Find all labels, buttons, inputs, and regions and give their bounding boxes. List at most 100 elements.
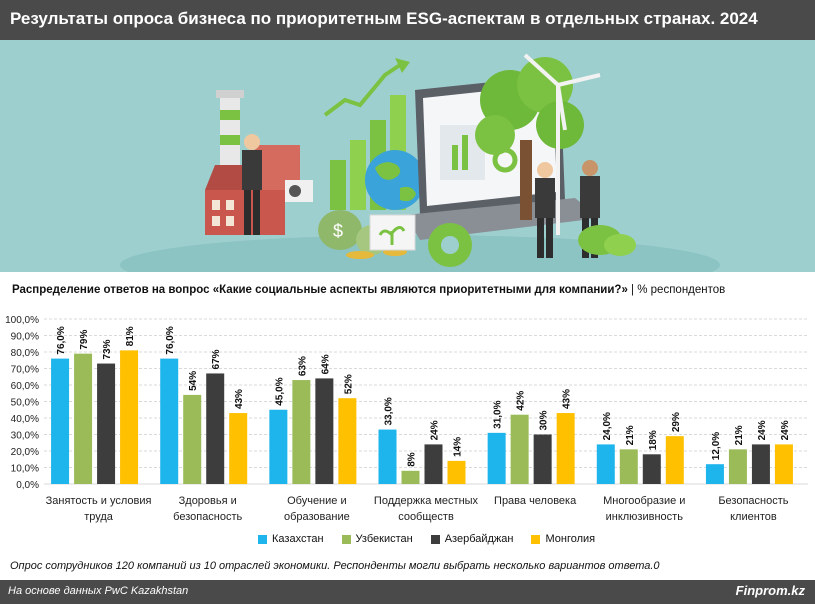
category-label: Обучение и: [287, 495, 347, 507]
category-label: инклюзивность: [606, 511, 684, 523]
survey-note: Опрос сотрудников 120 компаний из 10 отр…: [10, 560, 660, 572]
category-label: безопасность: [173, 511, 242, 523]
bar: [774, 444, 793, 484]
legend-label: Казахстан: [272, 533, 324, 545]
bar: [619, 449, 638, 484]
businessman-left: [242, 134, 262, 235]
bar: [401, 470, 420, 484]
bar: [642, 454, 661, 484]
data-label: 24,0%: [602, 412, 613, 440]
legend-swatch: [341, 534, 351, 544]
bar: [556, 413, 575, 484]
data-label: 31,0%: [493, 400, 504, 428]
data-label: 73%: [102, 339, 113, 359]
data-label: 21%: [734, 425, 745, 445]
category-label: Здоровья и: [179, 495, 237, 507]
y-tick-label: 20,0%: [11, 447, 39, 458]
legend-swatch: [258, 534, 267, 544]
y-tick-label: 40,0%: [11, 414, 39, 425]
data-label: 81%: [125, 326, 136, 346]
bar: [292, 380, 311, 484]
source-text: На основе данных PwC Kazakhstan: [8, 585, 189, 597]
bar: [120, 350, 139, 484]
data-label: 63%: [297, 356, 308, 376]
chart-subtitle: Распределение ответов на вопрос «Какие с…: [12, 284, 725, 296]
y-tick-label: 80,0%: [11, 348, 39, 359]
bar: [751, 444, 770, 484]
y-tick-label: 0,0%: [16, 480, 39, 491]
brand-logo: Finprom.kz: [735, 583, 805, 598]
legend-item: Азербайджан: [430, 533, 514, 545]
data-label: 79%: [79, 330, 90, 350]
data-label: 18%: [648, 430, 659, 450]
footer-bar: На основе данных PwC Kazakhstan Finprom.…: [0, 580, 815, 604]
plant-card: [369, 214, 416, 251]
data-label: 29%: [671, 412, 682, 432]
legend-label: Азербайджан: [444, 533, 514, 545]
subtitle-question: Распределение ответов на вопрос «Какие с…: [12, 284, 628, 296]
data-label: 54%: [188, 371, 199, 391]
bar: [74, 353, 93, 484]
category-label: труда: [84, 511, 114, 523]
y-tick-label: 10,0%: [11, 464, 39, 475]
gear: [428, 223, 472, 267]
category-label: Права человека: [494, 495, 577, 507]
bar: [665, 436, 684, 484]
legend-label: Узбекистан: [355, 533, 413, 545]
data-label: 52%: [343, 374, 354, 394]
y-tick-label: 60,0%: [11, 381, 39, 392]
bar: [51, 358, 70, 484]
globe: [365, 150, 425, 210]
data-label: 21%: [625, 425, 636, 445]
data-label: 8%: [407, 452, 418, 467]
bar-chart: 0,0% 10,0% 20,0% 30,0% 40,0% 50,0% 60,0% 70,0% 8…: [5, 315, 808, 523]
data-label: 24%: [780, 420, 791, 440]
bar: [705, 464, 724, 484]
y-tick-label: 90,0%: [11, 332, 39, 343]
data-label: 76,0%: [165, 326, 176, 354]
bar: [269, 409, 288, 484]
category-label: клиентов: [730, 511, 777, 523]
data-label: 45,0%: [274, 377, 285, 405]
legend-item: Монголия: [531, 533, 595, 545]
y-tick-label: 100,0%: [5, 315, 39, 326]
bar: [510, 414, 529, 484]
data-label: 33,0%: [384, 397, 395, 425]
data-label: 43%: [234, 389, 245, 409]
bar: [728, 449, 747, 484]
bar: [229, 413, 248, 484]
subtitle-unit: | % респондентов: [627, 284, 726, 296]
bar: [206, 373, 225, 484]
legend-item: Казахстан: [258, 533, 324, 545]
page-title: Результаты опроса бизнеса по приоритетны…: [10, 9, 758, 28]
category-label: Занятость и условия: [46, 495, 152, 507]
data-label: 64%: [320, 354, 331, 374]
bar: [378, 429, 397, 484]
category-label: Многообразие и: [603, 495, 685, 507]
data-label: 42%: [516, 391, 527, 411]
data-label: 76,0%: [56, 326, 67, 354]
bar: [338, 398, 357, 484]
data-label: 43%: [562, 389, 573, 409]
chart-legend: Казахстан Узбекистан Азербайджан Монголия: [258, 533, 595, 545]
y-tick-label: 30,0%: [11, 431, 39, 442]
legend-item: Узбекистан: [341, 533, 413, 545]
category-label: Поддержка местных: [374, 495, 479, 507]
bar: [183, 394, 202, 484]
y-tick-label: 70,0%: [11, 365, 39, 376]
data-label: 24%: [757, 420, 768, 440]
svg-text:$: $: [333, 221, 343, 241]
bar: [596, 444, 615, 484]
category-label: Безопасность: [718, 495, 788, 507]
category-label: образование: [284, 511, 350, 523]
data-label: 14%: [453, 437, 464, 457]
wind-turbine: [523, 53, 601, 235]
legend-label: Монголия: [545, 533, 596, 545]
data-label: 30%: [539, 410, 550, 430]
bar: [487, 432, 506, 484]
bar: [160, 358, 179, 484]
bar: [424, 444, 443, 484]
category-label: сообществ: [398, 511, 454, 523]
bar: [315, 378, 334, 484]
data-label: 24%: [430, 420, 441, 440]
